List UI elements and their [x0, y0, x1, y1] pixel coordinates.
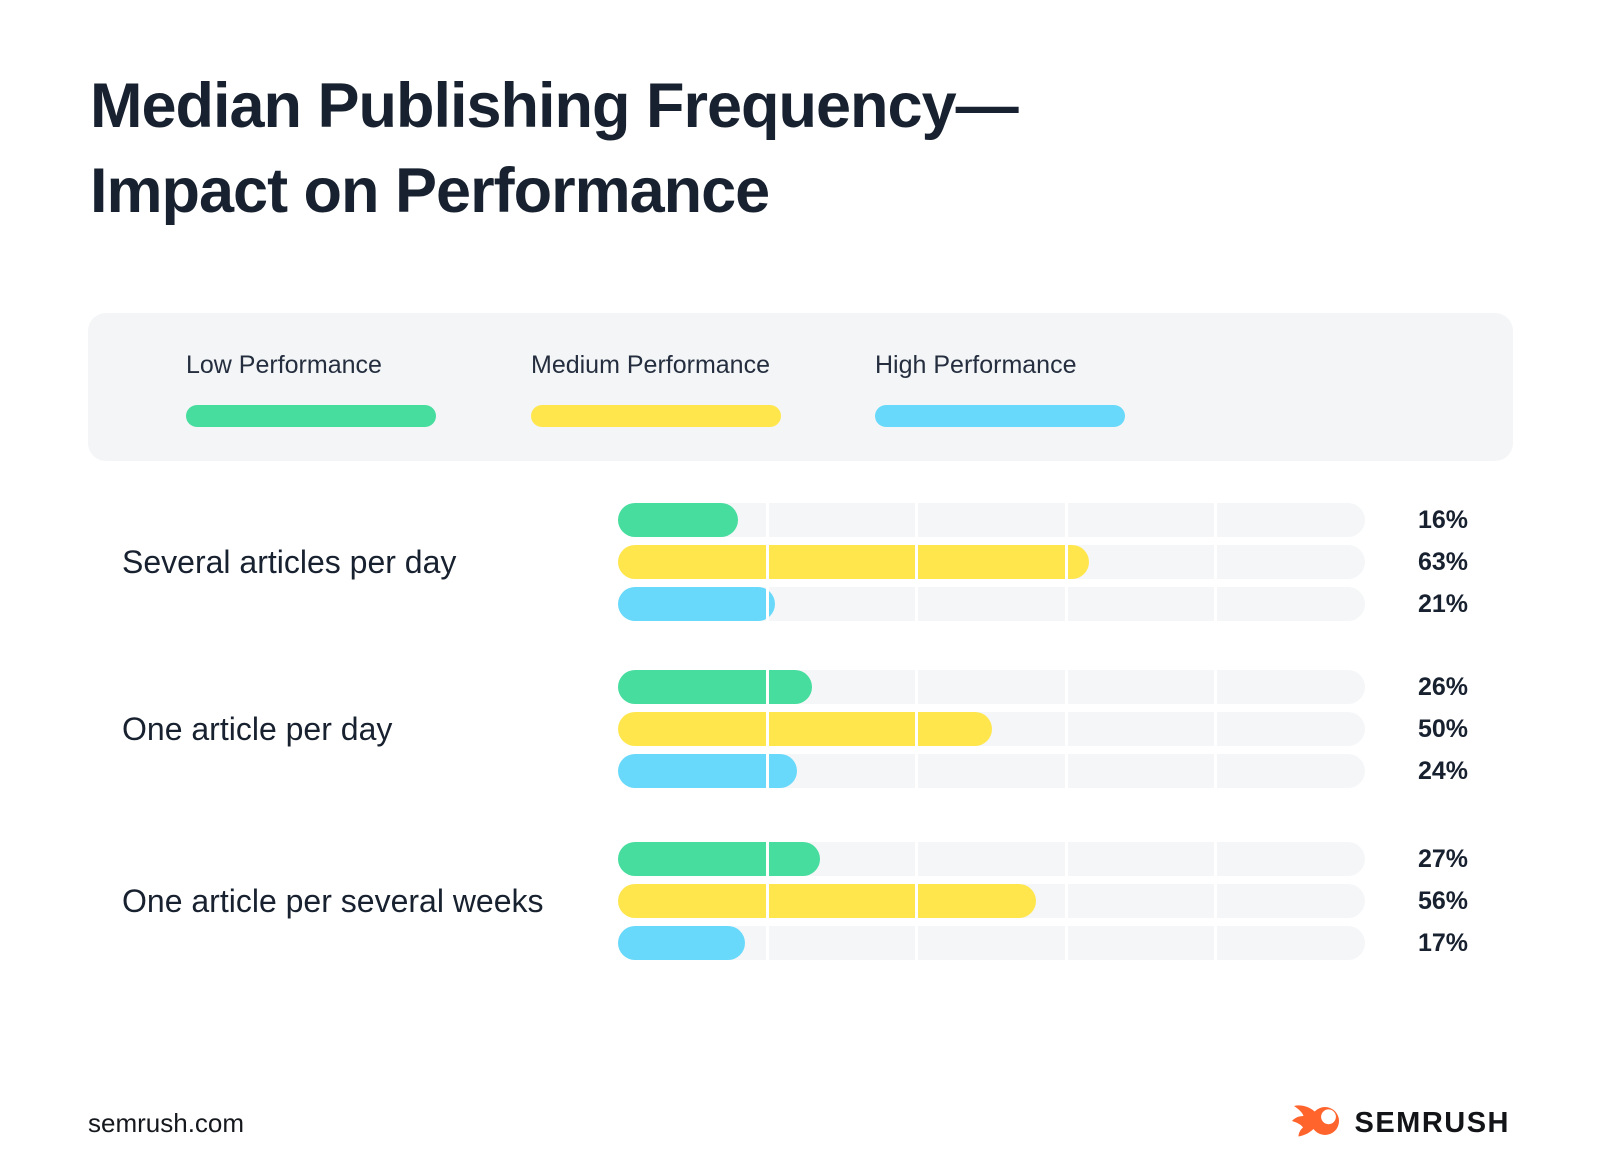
- title-line-2: Impact on Performance: [90, 156, 770, 226]
- gridline: [1064, 545, 1068, 579]
- gridline: [1214, 842, 1218, 876]
- gridline: [1214, 754, 1218, 788]
- gridline: [765, 587, 769, 621]
- value-label: 17%: [1417, 929, 1468, 957]
- legend-swatch-medium: [531, 405, 781, 427]
- bar-track: [618, 670, 1365, 704]
- bar-track: [618, 926, 1365, 960]
- gridline: [765, 670, 769, 704]
- bar-row: 63%: [0, 545, 1600, 579]
- gridline: [1214, 926, 1218, 960]
- semrush-logo: SEMRUSH: [1292, 1102, 1510, 1145]
- legend-swatch-high: [875, 405, 1125, 427]
- gridline: [765, 884, 769, 918]
- gridline: [915, 926, 919, 960]
- legend-swatch-low: [186, 405, 436, 427]
- gridline: [915, 712, 919, 746]
- gridline: [765, 754, 769, 788]
- legend-label: Low Performance: [186, 351, 382, 379]
- bar-fill-high: [618, 754, 798, 788]
- gridline: [765, 503, 769, 537]
- legend-label: Medium Performance: [531, 351, 770, 379]
- bar-track: [618, 754, 1365, 788]
- bar-track: [618, 884, 1365, 918]
- bar-track: [618, 712, 1365, 746]
- category-label: Several articles per day: [122, 543, 457, 580]
- gridline: [765, 545, 769, 579]
- bar-row: 27%: [0, 842, 1600, 876]
- gridline: [1214, 712, 1218, 746]
- gridline: [1214, 545, 1218, 579]
- gridline: [1064, 926, 1068, 960]
- bar-row: 26%: [0, 670, 1600, 704]
- bar-fill-high: [618, 587, 775, 621]
- legend-label: High Performance: [875, 351, 1077, 379]
- gridline: [1064, 670, 1068, 704]
- gridline: [765, 926, 769, 960]
- value-label: 21%: [1417, 590, 1468, 618]
- gridline: [915, 884, 919, 918]
- gridline: [1064, 754, 1068, 788]
- legend: Low Performance Medium Performance High …: [88, 313, 1513, 461]
- bar-group: 16% 63% 21% Several articles per day: [0, 503, 1600, 621]
- gridline: [1064, 503, 1068, 537]
- category-label: One article per several weeks: [122, 882, 544, 919]
- gridline: [765, 842, 769, 876]
- semrush-flame-icon: [1292, 1102, 1344, 1145]
- page-title: Median Publishing Frequency— Impact on P…: [90, 64, 1019, 234]
- bar-track: [618, 842, 1365, 876]
- bar-fill-medium: [618, 712, 992, 746]
- bar-row: 50%: [0, 712, 1600, 746]
- bar-fill-low: [618, 503, 738, 537]
- gridline: [915, 754, 919, 788]
- value-label: 63%: [1417, 548, 1468, 576]
- value-label: 27%: [1417, 845, 1468, 873]
- gridline: [765, 712, 769, 746]
- gridline: [915, 545, 919, 579]
- bar-row: 17%: [0, 926, 1600, 960]
- gridline: [915, 842, 919, 876]
- website-url: semrush.com: [88, 1108, 245, 1138]
- value-label: 50%: [1417, 715, 1468, 743]
- semrush-wordmark: SEMRUSH: [1354, 1107, 1510, 1139]
- gridline: [1064, 587, 1068, 621]
- bar-row: 21%: [0, 587, 1600, 621]
- gridline: [1214, 587, 1218, 621]
- value-label: 56%: [1417, 887, 1468, 915]
- gridline: [1214, 670, 1218, 704]
- value-label: 16%: [1417, 506, 1468, 534]
- bar-row: 16%: [0, 503, 1600, 537]
- bar-row: 24%: [0, 754, 1600, 788]
- value-label: 26%: [1417, 673, 1468, 701]
- bar-row: 56%: [0, 884, 1600, 918]
- bar-fill-low: [618, 670, 813, 704]
- gridline: [1064, 712, 1068, 746]
- bar-fill-medium: [618, 884, 1037, 918]
- bar-track: [618, 587, 1365, 621]
- legend-item-high: High Performance: [875, 313, 1215, 461]
- bar-group: 27% 56% 17% One article per several weeks: [0, 842, 1600, 960]
- gridline: [915, 587, 919, 621]
- bar-track: [618, 545, 1365, 579]
- value-label: 24%: [1417, 757, 1468, 785]
- gridline: [1064, 884, 1068, 918]
- gridline: [1214, 503, 1218, 537]
- gridline: [1214, 884, 1218, 918]
- gridline: [915, 503, 919, 537]
- bar-chart: 16% 63% 21% Several articles per day 26% 50% 2…: [0, 503, 1600, 963]
- gridline: [915, 670, 919, 704]
- bar-fill-high: [618, 926, 745, 960]
- bar-fill-medium: [618, 545, 1089, 579]
- title-line-1: Median Publishing Frequency—: [90, 71, 1019, 141]
- bar-track: [618, 503, 1365, 537]
- bar-fill-low: [618, 842, 820, 876]
- gridline: [1064, 842, 1068, 876]
- bar-group: 26% 50% 24% One article per day: [0, 670, 1600, 788]
- category-label: One article per day: [122, 710, 393, 747]
- legend-item-low: Low Performance: [186, 313, 526, 461]
- legend-item-medium: Medium Performance: [531, 313, 871, 461]
